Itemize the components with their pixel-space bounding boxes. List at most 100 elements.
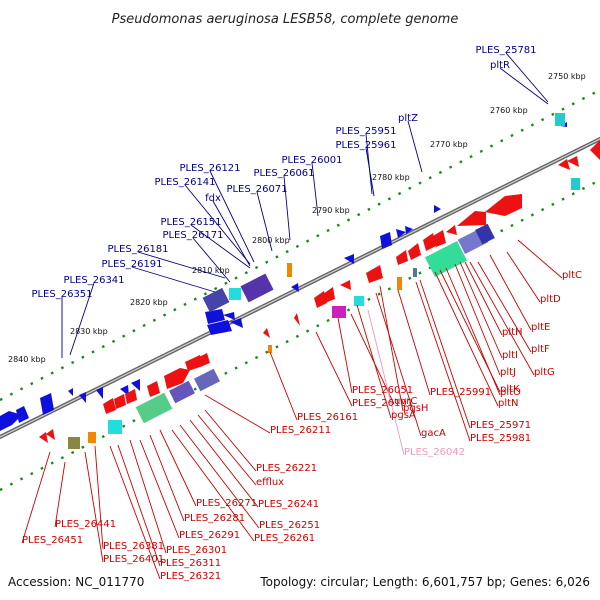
tick-label: 2830 kbp [70,327,108,336]
reverse-gene-arrow [323,287,335,303]
reverse-gene-label[interactable]: PLES_26311 [160,558,221,569]
reverse-gene-label[interactable]: pltK [500,384,520,395]
forward-gene-arrow [291,283,299,292]
reverse-gene-arrow [433,230,446,247]
reverse-gene-label[interactable]: PLES_26281 [184,513,245,524]
reverse-gene-arrow [197,353,210,367]
reverse-gene-label[interactable]: PLES_25991 [430,387,491,398]
leader-line [192,237,231,283]
reverse-gene-arrow [485,194,522,216]
tick-label: 2780 kbp [372,173,410,182]
reverse-gene-label[interactable]: PLES_26291 [179,530,240,541]
forward-gene-label[interactable]: PLES_26061 [253,168,314,179]
leader-line [94,445,104,550]
reverse-gene-label[interactable]: pltO [500,387,521,398]
leader-line [109,445,161,580]
forward-gene-label[interactable]: PLES_25951 [335,126,396,137]
reverse-gene-arrow [46,429,55,440]
reverse-gene-label[interactable]: pltC [562,270,582,281]
leader-line [434,271,499,407]
forward-gene-label[interactable]: pltZ [398,113,418,124]
reverse-gene-label[interactable]: PLES_26401 [103,554,164,565]
forward-gene-label[interactable]: fdx [205,193,221,204]
leader-line [419,279,471,429]
forward-gene-label[interactable]: PLES_26151 [160,217,221,228]
reverse-gene-label[interactable]: PLES_25971 [470,420,531,431]
reverse-gene-label[interactable]: pltE [531,322,550,333]
reverse-gene-label[interactable]: PLES_26241 [258,499,319,510]
forward-gene-arrow [396,229,406,238]
highlighted-gene-label[interactable]: PLES_26042 [404,447,465,458]
gene-block [169,380,195,404]
reverse-gene-label[interactable]: PLES_26301 [166,545,227,556]
reverse-gene-label[interactable]: PLES_26321 [160,571,221,582]
reverse-gene-label[interactable]: PLES_26261 [254,533,315,544]
forward-gene-arrow [380,232,392,249]
genome-summary-text: Topology: circular; Length: 6,601,757 bp… [259,575,590,589]
forward-gene-label[interactable]: PLES_26181 [107,244,168,255]
leader-line [367,309,405,456]
reverse-gene-label[interactable]: pltJ [500,367,516,378]
forward-gene-label[interactable]: PLES_26171 [162,230,223,241]
reverse-gene-label[interactable]: pgsA [391,410,416,421]
reverse-gene-label[interactable]: pltN [498,398,519,409]
reverse-gene-label[interactable]: pltF [531,344,550,355]
reverse-gene-arrow [446,225,457,235]
reverse-gene-arrow [114,394,126,409]
reverse-gene-label[interactable]: pqsH [403,403,428,414]
reverse-gene-arrow [103,398,116,414]
reverse-gene-label[interactable]: PLES_26271 [196,498,257,509]
reverse-gene-arrow [39,432,48,443]
reverse-gene-label[interactable]: pltI [502,350,518,361]
gene-block [413,268,417,277]
leader-line [415,281,471,442]
reverse-gene-arrow [567,156,579,167]
leader-line [131,266,216,293]
leader-line [283,175,291,241]
forward-gene-label[interactable]: PLES_26351 [31,289,92,300]
reverse-gene-label[interactable]: pltG [534,367,555,378]
forward-gene-label[interactable]: PLES_25961 [335,140,396,151]
reverse-gene-label[interactable]: PLES_25981 [470,433,531,444]
forward-gene-label[interactable]: pltR [490,60,510,71]
leader-line [212,200,251,267]
reverse-gene-label[interactable]: PLES_26251 [259,520,320,531]
reverse-gene-label[interactable]: PLES_26161 [297,412,358,423]
reverse-gene-label[interactable]: PLES_26211 [270,425,331,436]
reverse-gene-arrow [366,265,383,283]
leader-line [477,261,532,353]
reverse-gene-label[interactable]: PLES_26221 [256,463,317,474]
leader-line [454,263,501,376]
reverse-gene-arrow [558,159,570,170]
reverse-gene-label[interactable]: PLES_26051 [352,385,413,396]
forward-gene-label[interactable]: PLES_26071 [226,184,287,195]
leader-line [337,317,353,394]
reverse-gene-arrow [147,381,160,397]
forward-gene-label[interactable]: PLES_26001 [281,155,342,166]
reverse-gene-label[interactable]: efflux [256,477,284,488]
gene-block [240,273,274,303]
forward-gene-arrow [405,226,413,234]
reverse-gene-label[interactable]: PLES_26381 [103,541,164,552]
reverse-gene-label[interactable]: pltH [502,327,523,338]
reverse-gene-label[interactable]: pltD [540,294,561,305]
reverse-gene-label[interactable]: uvrC [394,396,417,407]
leader-line [179,424,260,529]
reverse-gene-arrow [294,313,300,326]
forward-gene-label[interactable]: PLES_26141 [154,177,215,188]
forward-gene-label[interactable]: PLES_26341 [63,275,124,286]
forward-gene-label[interactable]: PLES_26121 [179,163,240,174]
leader-line [407,120,423,173]
reverse-gene-arrow [423,233,436,251]
reverse-gene-label[interactable]: PLES_26101 [352,398,413,409]
gene-block [287,263,292,277]
gene-block [332,306,346,318]
forward-gene-label[interactable]: PLES_25781 [475,45,536,56]
gene-block [194,368,220,392]
forward-gene-label[interactable]: PLES_26191 [101,259,162,270]
reverse-gene-label[interactable]: PLES_26451 [22,535,83,546]
label-leader-lines [21,52,563,580]
reverse-gene-label[interactable]: gacA [421,428,446,439]
reverse-gene-label[interactable]: PLES_26441 [55,519,116,530]
